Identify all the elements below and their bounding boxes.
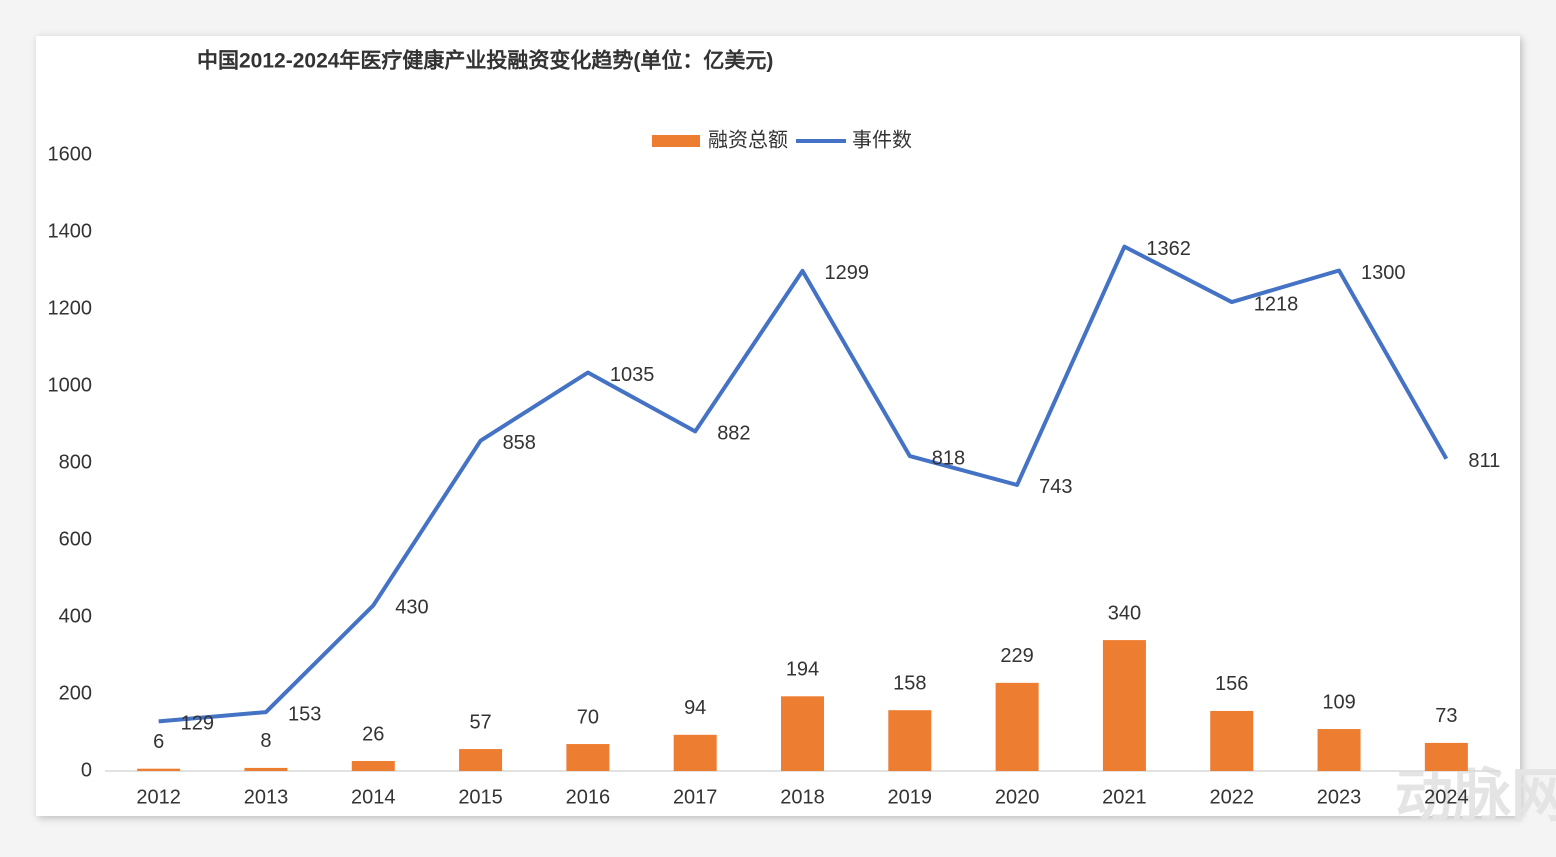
data-label: 158: [893, 672, 926, 694]
data-label: 858: [503, 432, 536, 454]
bar: [459, 749, 503, 771]
y-tick-label: 0: [81, 759, 92, 781]
card: [36, 36, 1520, 816]
watermark: 动脉网: [1395, 763, 1556, 828]
data-label: 1218: [1254, 293, 1299, 315]
data-label: 1300: [1361, 262, 1406, 284]
x-tick-label: 2020: [995, 786, 1040, 808]
x-tick-label: 2019: [888, 786, 933, 808]
bar: [137, 768, 181, 771]
y-tick-label: 600: [59, 528, 92, 550]
data-label: 8: [260, 730, 271, 752]
data-label: 57: [469, 711, 491, 733]
data-label: 1035: [610, 364, 655, 386]
bar: [888, 710, 932, 771]
x-tick-label: 2021: [1102, 786, 1147, 808]
y-tick-label: 1400: [48, 220, 93, 242]
x-tick-label: 2015: [458, 786, 503, 808]
data-label: 340: [1108, 602, 1141, 624]
x-tick-label: 2016: [566, 786, 611, 808]
data-label: 153: [288, 703, 321, 725]
bar: [244, 767, 288, 771]
data-label: 109: [1322, 691, 1355, 713]
x-tick-label: 2017: [673, 786, 718, 808]
data-label: 129: [181, 713, 214, 735]
chart-title: 中国2012-2024年医疗健康产业投融资变化趋势(单位：亿美元): [197, 49, 773, 73]
x-tick-label: 2018: [780, 786, 825, 808]
line: [158, 244, 1449, 724]
bar: [1424, 742, 1468, 771]
y-tick-label: 800: [59, 451, 92, 473]
data-label: 1299: [825, 262, 870, 284]
data-label: 882: [717, 423, 750, 445]
bar: [673, 734, 717, 771]
y-tick-label: 200: [59, 682, 92, 704]
data-label: 94: [684, 697, 706, 719]
bar: [351, 760, 395, 771]
y-tick-label: 1200: [48, 297, 93, 319]
x-tick-label: 2014: [351, 786, 396, 808]
bar: [1317, 729, 1361, 771]
y-tick-label: 1000: [48, 374, 93, 396]
bar: [1210, 710, 1254, 771]
x-tick-label: 2024: [1424, 786, 1469, 808]
bar: [995, 682, 1039, 771]
data-label: 743: [1039, 476, 1072, 498]
legend-label: 事件数: [852, 128, 912, 151]
data-label: 73: [1435, 705, 1457, 727]
legend-swatch: [652, 135, 700, 147]
bar: [1102, 640, 1146, 771]
data-label: 811: [1468, 450, 1500, 472]
data-label: 1362: [1146, 238, 1191, 260]
data-label: 156: [1215, 673, 1248, 695]
data-label: 818: [932, 447, 965, 469]
x-tick-label: 2013: [244, 786, 289, 808]
bar: [781, 696, 824, 771]
bar: [566, 744, 610, 771]
data-label: 194: [786, 659, 819, 681]
legend-label: 融资总额: [708, 128, 788, 151]
data-label: 70: [577, 706, 599, 728]
y-tick-label: 400: [59, 605, 92, 627]
data-label: 430: [395, 597, 428, 619]
data-label: 6: [153, 731, 164, 753]
x-tick-label: 2022: [1209, 786, 1254, 808]
x-tick-label: 2023: [1317, 786, 1362, 808]
y-tick-label: 1600: [48, 143, 93, 165]
data-label: 26: [362, 723, 384, 745]
data-label: 229: [1000, 645, 1033, 667]
x-tick-label: 2012: [136, 786, 181, 808]
